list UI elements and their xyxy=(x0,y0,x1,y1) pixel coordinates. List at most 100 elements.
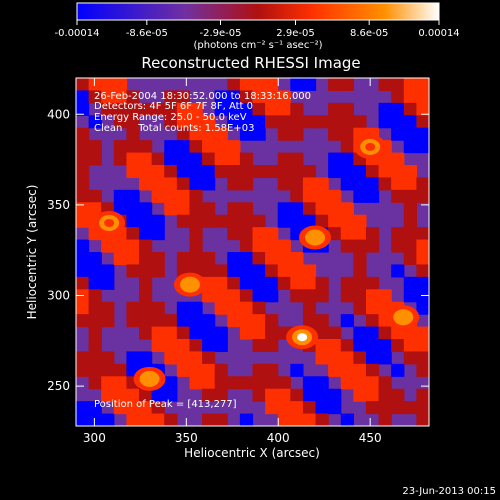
heatmap-cell xyxy=(302,177,317,191)
heatmap-cell xyxy=(126,252,140,266)
heatmap-cell xyxy=(403,78,417,92)
heatmap-cell xyxy=(139,165,153,179)
heatmap-cell xyxy=(214,140,228,154)
heatmap-cell xyxy=(101,78,115,92)
heatmap-cell xyxy=(328,326,342,340)
heatmap-cell xyxy=(151,301,165,315)
heatmap-cell xyxy=(227,202,241,216)
heatmap-cell xyxy=(164,102,178,116)
heatmap-cell xyxy=(328,351,342,365)
heatmap-cell xyxy=(113,78,128,92)
heatmap-cell xyxy=(290,202,304,216)
heatmap-cell xyxy=(76,127,90,141)
heatmap-cell xyxy=(315,289,329,303)
x-tick-label: 300 xyxy=(83,431,106,445)
heatmap-cell xyxy=(164,202,178,216)
heatmap-cell xyxy=(88,314,102,328)
heatmap-cell xyxy=(416,177,429,191)
heatmap-cell xyxy=(403,339,417,353)
source-peak xyxy=(310,233,321,242)
heatmap-cell xyxy=(88,401,102,415)
heatmap-cell xyxy=(202,413,216,426)
heatmap-cell xyxy=(353,388,367,402)
heatmap-cell xyxy=(151,214,165,228)
heatmap-cell xyxy=(139,264,153,278)
heatmap-cell xyxy=(164,177,178,191)
heatmap-cell xyxy=(340,78,354,92)
heatmap-cell xyxy=(391,165,405,179)
heatmap-cell xyxy=(416,413,429,426)
heatmap-cell xyxy=(315,401,329,415)
heatmap-cell xyxy=(164,189,178,203)
y-tick-label: 400 xyxy=(47,107,70,121)
colorbar-tick-label: -0.00014 xyxy=(55,28,100,39)
heatmap-cell xyxy=(239,202,254,216)
heatmap-cell xyxy=(265,388,279,402)
heatmap-cell xyxy=(403,140,417,154)
heatmap-cell xyxy=(151,189,165,203)
heatmap-cell xyxy=(176,363,191,377)
heatmap-cell xyxy=(265,376,279,390)
heatmap-cell xyxy=(202,388,216,402)
heatmap-cell xyxy=(176,339,191,353)
heatmap-cell xyxy=(391,264,405,278)
heatmap-cell xyxy=(252,376,266,390)
heatmap-cell xyxy=(176,351,191,365)
colorbar xyxy=(76,2,440,21)
heatmap-cell xyxy=(252,339,266,353)
heatmap-cell xyxy=(239,78,254,92)
heatmap-cell xyxy=(76,239,90,253)
heatmap-cell xyxy=(227,152,241,166)
heatmap-cell xyxy=(214,376,228,390)
heatmap-cell xyxy=(290,363,304,377)
heatmap-cell xyxy=(277,165,291,179)
heatmap-cell xyxy=(277,252,291,266)
heatmap-cell xyxy=(391,127,405,141)
heatmap-cell xyxy=(403,351,417,365)
heatmap-cell xyxy=(227,227,241,241)
heatmap-cell xyxy=(76,314,90,328)
heatmap-cell xyxy=(227,264,241,278)
heatmap-cell xyxy=(214,388,228,402)
heatmap-cell xyxy=(76,363,90,377)
heatmap-cell xyxy=(239,102,254,116)
heatmap-cell xyxy=(126,301,140,315)
heatmap-cell xyxy=(227,376,241,390)
heatmap-cell xyxy=(403,115,417,129)
heatmap-cell xyxy=(252,165,266,179)
heatmap-cell xyxy=(328,102,342,116)
heatmap-cell xyxy=(353,165,367,179)
heatmap-cell xyxy=(365,388,380,402)
heatmap-cell xyxy=(378,339,392,353)
heatmap-cell xyxy=(265,102,279,116)
heatmap-cell xyxy=(76,214,90,228)
heatmap-cell xyxy=(176,252,191,266)
heatmap-cell xyxy=(302,115,317,129)
heatmap-cell xyxy=(416,339,429,353)
heatmap-cell xyxy=(227,165,241,179)
chart-title: Reconstructed RHESSI Image xyxy=(141,54,360,72)
heatmap-cell xyxy=(101,102,115,116)
annotation-time-range: 26-Feb-2004 18:30:52.000 to 18:33:16.000 xyxy=(94,91,311,102)
source-peak xyxy=(104,219,115,227)
heatmap-cell xyxy=(227,78,241,92)
heatmap-cell xyxy=(101,314,115,328)
heatmap-cell xyxy=(378,115,392,129)
heatmap-cell xyxy=(328,214,342,228)
heatmap-cell xyxy=(88,413,102,426)
heatmap-cell xyxy=(176,214,191,228)
heatmap-cell xyxy=(139,276,153,290)
heatmap-cell xyxy=(277,177,291,191)
heatmap-cell xyxy=(176,202,191,216)
heatmap-cell xyxy=(227,276,241,290)
heatmap-cell xyxy=(365,189,380,203)
heatmap-cell xyxy=(302,264,317,278)
heatmap-cell xyxy=(340,115,354,129)
heatmap-cell xyxy=(265,165,279,179)
heatmap-cell xyxy=(265,401,279,415)
heatmap-cell xyxy=(290,189,304,203)
heatmap-cell xyxy=(328,78,342,92)
heatmap-cell xyxy=(340,363,354,377)
colorbar-ticks: -0.00014 -8.6e-05 -2.9e-05 2.9e-05 8.6e-05 0.… xyxy=(55,20,460,39)
